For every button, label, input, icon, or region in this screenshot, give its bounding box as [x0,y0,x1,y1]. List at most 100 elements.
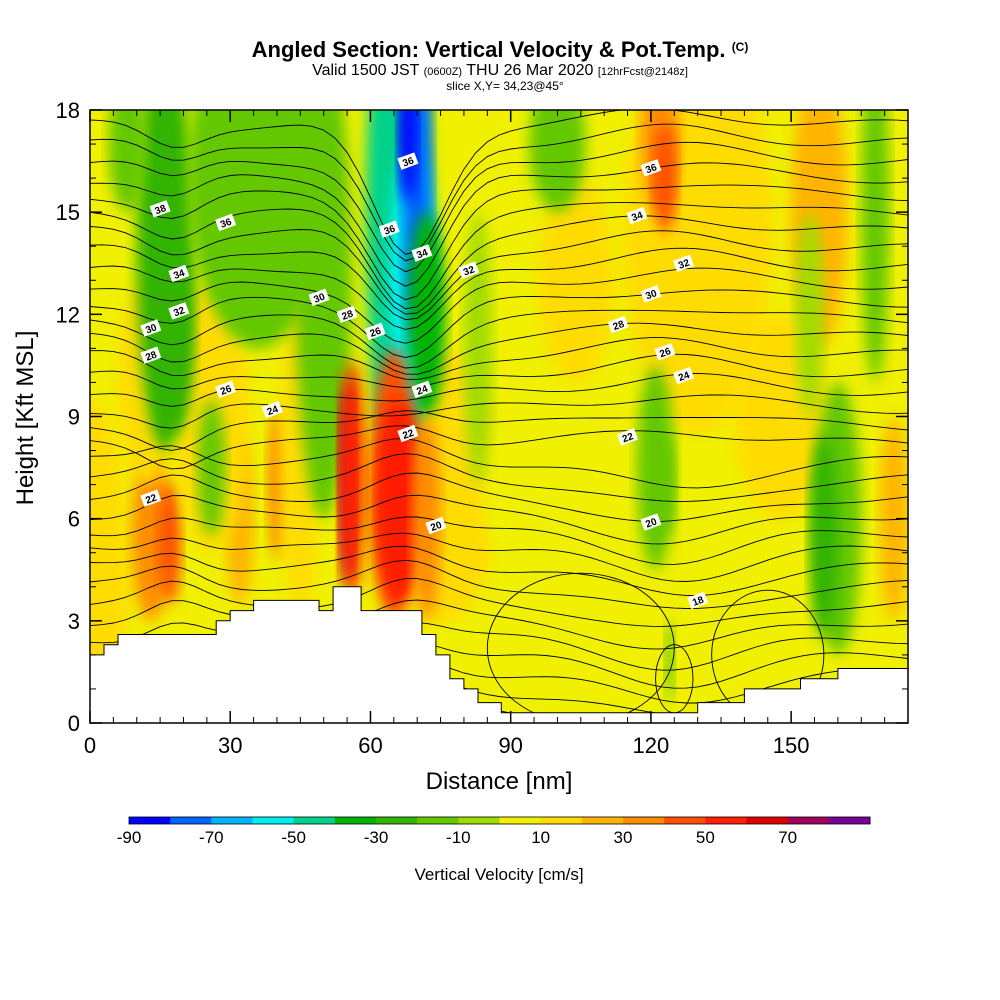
contour-label-bg [397,152,419,170]
contour-label: 36 [640,159,662,177]
isentrope [90,162,908,287]
valid-time: Valid 1500 JST [312,62,420,79]
contour-label-bg [140,319,162,337]
y-tick-label: 12 [56,302,80,327]
colorbar-tick-label: -90 [117,828,142,847]
colorbar-tick-label: -50 [281,828,306,847]
contour-label: 38 [149,200,171,218]
x-axis-label: Distance [nm] [426,768,573,795]
contour-label-bg [140,489,162,507]
contour-label: 32 [673,254,695,273]
contour-label-bg [308,288,330,307]
y-tick-label: 18 [56,98,80,123]
contour-label-text: 18 [691,595,706,609]
contour-label-text: 26 [219,383,234,397]
contour-label-bg [640,285,662,303]
colorbar-swatch [828,817,871,824]
isentrope [90,599,908,650]
contour-label: 22 [616,428,639,446]
x-tick-label: 60 [358,733,382,758]
contour-label-bg [673,366,695,385]
colorbar-swatch [252,817,295,824]
contour-label-text: 34 [415,247,430,261]
contour-label: 20 [640,513,662,531]
contour-label-bg [149,200,171,218]
contour-label-text: 30 [644,288,659,302]
contour-label-text: 24 [677,370,692,384]
velocity-cell [339,362,364,594]
x-tick-label: 0 [84,733,96,758]
velocity-cell [529,110,586,213]
contour-label: 28 [336,305,358,324]
colorbar-swatch [787,817,830,824]
contour-label: 34 [626,206,648,225]
velocity-cell [197,399,226,536]
contour-label: 26 [364,322,386,341]
contour-label: 20 [425,516,447,535]
contour-label-bg [687,591,709,610]
contour-label-bg [168,264,190,283]
colorbar-swatch [129,817,171,824]
velocity-cell [157,481,182,604]
isentrope [90,322,908,375]
velocity-cell [482,382,577,587]
colorbar-tick-label: -70 [199,828,224,847]
isentrope [90,438,908,489]
colorbar-swatch [499,817,542,824]
contour-label-text: 28 [612,319,627,333]
contour-label-text: 36 [401,155,416,169]
contour-label-text: 32 [677,257,692,271]
contour-label-text: 36 [219,217,234,231]
contour-label-bg [673,254,695,273]
isentrope [90,494,908,545]
y-tick-label: 3 [68,609,80,634]
colorbar-tick-label: 30 [614,828,633,847]
contour-label: 30 [640,285,662,303]
velocity-cell [655,433,675,536]
contour-label-bg [616,428,639,446]
isentrope [90,184,908,301]
colorbar: -90 -70 -50 -30 -10 10 30 50 70 [117,816,871,847]
isentrope [90,516,908,565]
velocity-cell [108,110,147,213]
isentrope [90,472,908,522]
colorbar-swatch [540,817,583,824]
isentrope [90,545,908,596]
isentrope [90,309,908,369]
contour-label: 32 [168,302,190,320]
contour-label: 18 [687,591,709,610]
contour-label-text: 24 [415,383,430,397]
contour-label-bg [397,424,419,443]
colorbar-tick-label: 70 [778,828,797,847]
colorbar-swatch [376,817,418,824]
contour-label-bg [626,206,648,225]
contour-label: 28 [607,315,629,334]
contour-label: 26 [215,380,237,399]
isentrope [90,337,908,380]
contour-label-text: 22 [401,428,416,442]
y-tick-label: 0 [68,711,80,736]
contour-label-text: 34 [172,268,187,282]
contour-label: 24 [411,380,433,399]
chart-title: Angled Section: Vertical Velocity & Pot.… [0,34,1000,63]
contour-label-bg [640,513,662,531]
contour-label: 36 [397,152,419,170]
contour-label: 26 [654,343,676,361]
contour-label-bg [425,516,447,535]
contour-label-text: 24 [266,404,281,418]
colorbar-swatch [211,817,253,824]
contour-label: 28 [140,346,162,364]
velocity-cell [809,433,838,638]
contour-label-text: 22 [144,492,159,506]
colorbar-swatch [170,817,212,824]
velocity-cell [879,416,908,621]
terrain-mask [90,586,908,723]
colorbar-swatch [623,817,665,824]
x-tick-label: 120 [633,733,670,758]
colorbar-swatch [705,817,747,824]
copyright-mark: (C) [731,40,749,54]
contour-label-text: 28 [144,349,159,363]
velocity-cell [375,399,422,604]
velocity-cell [407,212,446,417]
